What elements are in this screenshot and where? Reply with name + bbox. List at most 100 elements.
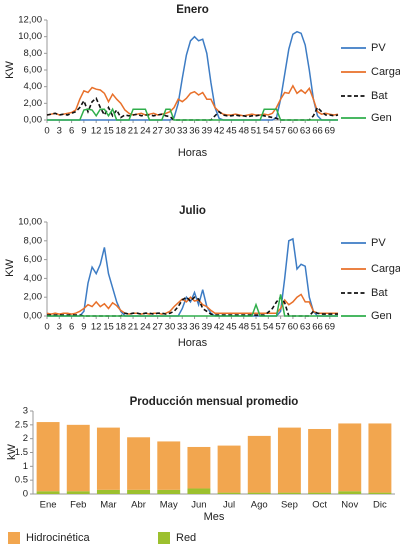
chart-title: Producción mensual promedio <box>130 396 299 408</box>
x-tick-label: Sep <box>281 500 298 511</box>
x-tick-label: 69 <box>325 126 336 137</box>
x-tick-label: 0 <box>44 126 49 137</box>
x-tick-label: 24 <box>140 322 151 333</box>
x-axis-title: Mes <box>204 511 225 523</box>
x-axis-title: Horas <box>178 147 208 159</box>
x-tick-label: Dic <box>373 500 387 511</box>
x-tick-label: 3 <box>57 322 62 333</box>
y-tick-label: 8,00 <box>24 235 43 246</box>
x-tick-label: 60 <box>288 126 299 137</box>
y-tick-label: 0.5 <box>15 475 28 486</box>
x-tick-label: Abr <box>131 500 146 511</box>
x-tick-label: 15 <box>103 322 114 333</box>
legend-label: Hidrocinética <box>26 532 90 544</box>
x-tick-label: May <box>160 500 178 511</box>
bar-segment <box>308 428 332 493</box>
legend-label: Bat <box>371 90 388 102</box>
x-tick-label: 21 <box>128 126 139 137</box>
bar-segment <box>247 492 271 494</box>
x-tick-label: 36 <box>189 322 200 333</box>
x-tick-label: 21 <box>128 322 139 333</box>
bar-segment <box>277 427 301 493</box>
x-tick-label: 54 <box>263 126 274 137</box>
bar-segment <box>66 424 90 492</box>
x-tick-label: 3 <box>57 126 62 137</box>
x-tick-label: Mar <box>100 500 116 511</box>
legend-label: Red <box>176 532 196 544</box>
x-tick-label: 9 <box>81 126 86 137</box>
x-tick-label: 9 <box>81 322 86 333</box>
x-tick-label: 18 <box>115 126 126 137</box>
x-tick-label: 45 <box>226 322 237 333</box>
x-tick-label: Oct <box>312 500 327 511</box>
x-tick-label: 33 <box>177 126 188 137</box>
y-tick-label: 8,00 <box>24 48 43 59</box>
x-tick-label: 30 <box>165 126 176 137</box>
x-tick-label: 6 <box>69 126 74 137</box>
y-tick-label: 2.5 <box>15 419 28 430</box>
x-tick-label: 39 <box>202 126 213 137</box>
series-line <box>47 294 338 317</box>
x-axis-title: Horas <box>178 337 208 349</box>
x-tick-label: Jul <box>223 500 235 511</box>
x-tick-label: 60 <box>288 322 299 333</box>
x-tick-label: 12 <box>91 322 102 333</box>
y-axis-title: KW <box>4 259 16 277</box>
y-tick-label: 0,00 <box>24 311 43 322</box>
bar-segment <box>66 491 90 494</box>
series-line <box>47 107 338 121</box>
y-tick-label: 0,00 <box>24 115 43 126</box>
y-tick-label: 0 <box>23 489 28 500</box>
bar-segment <box>127 489 151 494</box>
y-tick-label: 6,00 <box>24 254 43 265</box>
x-tick-label: 48 <box>238 322 249 333</box>
bar-segment <box>157 441 181 490</box>
x-tick-label: 12 <box>91 126 102 137</box>
legend-label: Carga <box>371 66 400 78</box>
x-tick-label: 6 <box>69 322 74 333</box>
y-tick-label: 3 <box>23 406 28 417</box>
bar-segment <box>338 491 362 494</box>
bar-segment <box>187 446 211 489</box>
x-tick-label: 66 <box>312 322 323 333</box>
y-tick-label: 2,00 <box>24 292 43 303</box>
x-tick-label: 66 <box>312 126 323 137</box>
y-tick-label: 1 <box>23 461 28 472</box>
y-tick-label: 10,00 <box>18 217 42 228</box>
chart-title: Julio <box>179 205 206 217</box>
legend-label: Carga <box>371 263 400 275</box>
legend-label: PV <box>371 42 386 54</box>
x-tick-label: 18 <box>115 322 126 333</box>
x-tick-label: 24 <box>140 126 151 137</box>
series-line <box>47 237 338 317</box>
bar-segment <box>36 491 60 494</box>
bar-segment <box>368 492 392 494</box>
x-tick-label: Ene <box>40 500 57 511</box>
x-tick-label: Ago <box>251 500 268 511</box>
legend-label: Gen <box>371 310 392 322</box>
x-tick-label: 57 <box>275 126 286 137</box>
bar-segment <box>127 437 151 490</box>
y-tick-label: 4,00 <box>24 81 43 92</box>
bar-segment <box>96 489 120 494</box>
legend-swatch <box>8 532 20 544</box>
x-tick-label: 39 <box>202 322 213 333</box>
x-tick-label: Nov <box>341 500 358 511</box>
x-tick-label: 45 <box>226 126 237 137</box>
legend-label: PV <box>371 237 386 249</box>
x-tick-label: 15 <box>103 126 114 137</box>
bar-segment <box>157 489 181 494</box>
legend-label: Gen <box>371 112 392 124</box>
x-tick-label: 30 <box>165 322 176 333</box>
y-axis-title: KW <box>4 61 16 79</box>
bar-segment <box>368 423 392 493</box>
x-tick-label: 57 <box>275 322 286 333</box>
bar-segment <box>217 445 241 493</box>
y-tick-label: 1.5 <box>15 447 28 458</box>
x-tick-label: 63 <box>300 322 311 333</box>
x-tick-label: 63 <box>300 126 311 137</box>
x-tick-label: 42 <box>214 126 225 137</box>
x-tick-label: 51 <box>251 126 262 137</box>
y-tick-label: 2,00 <box>24 98 43 109</box>
